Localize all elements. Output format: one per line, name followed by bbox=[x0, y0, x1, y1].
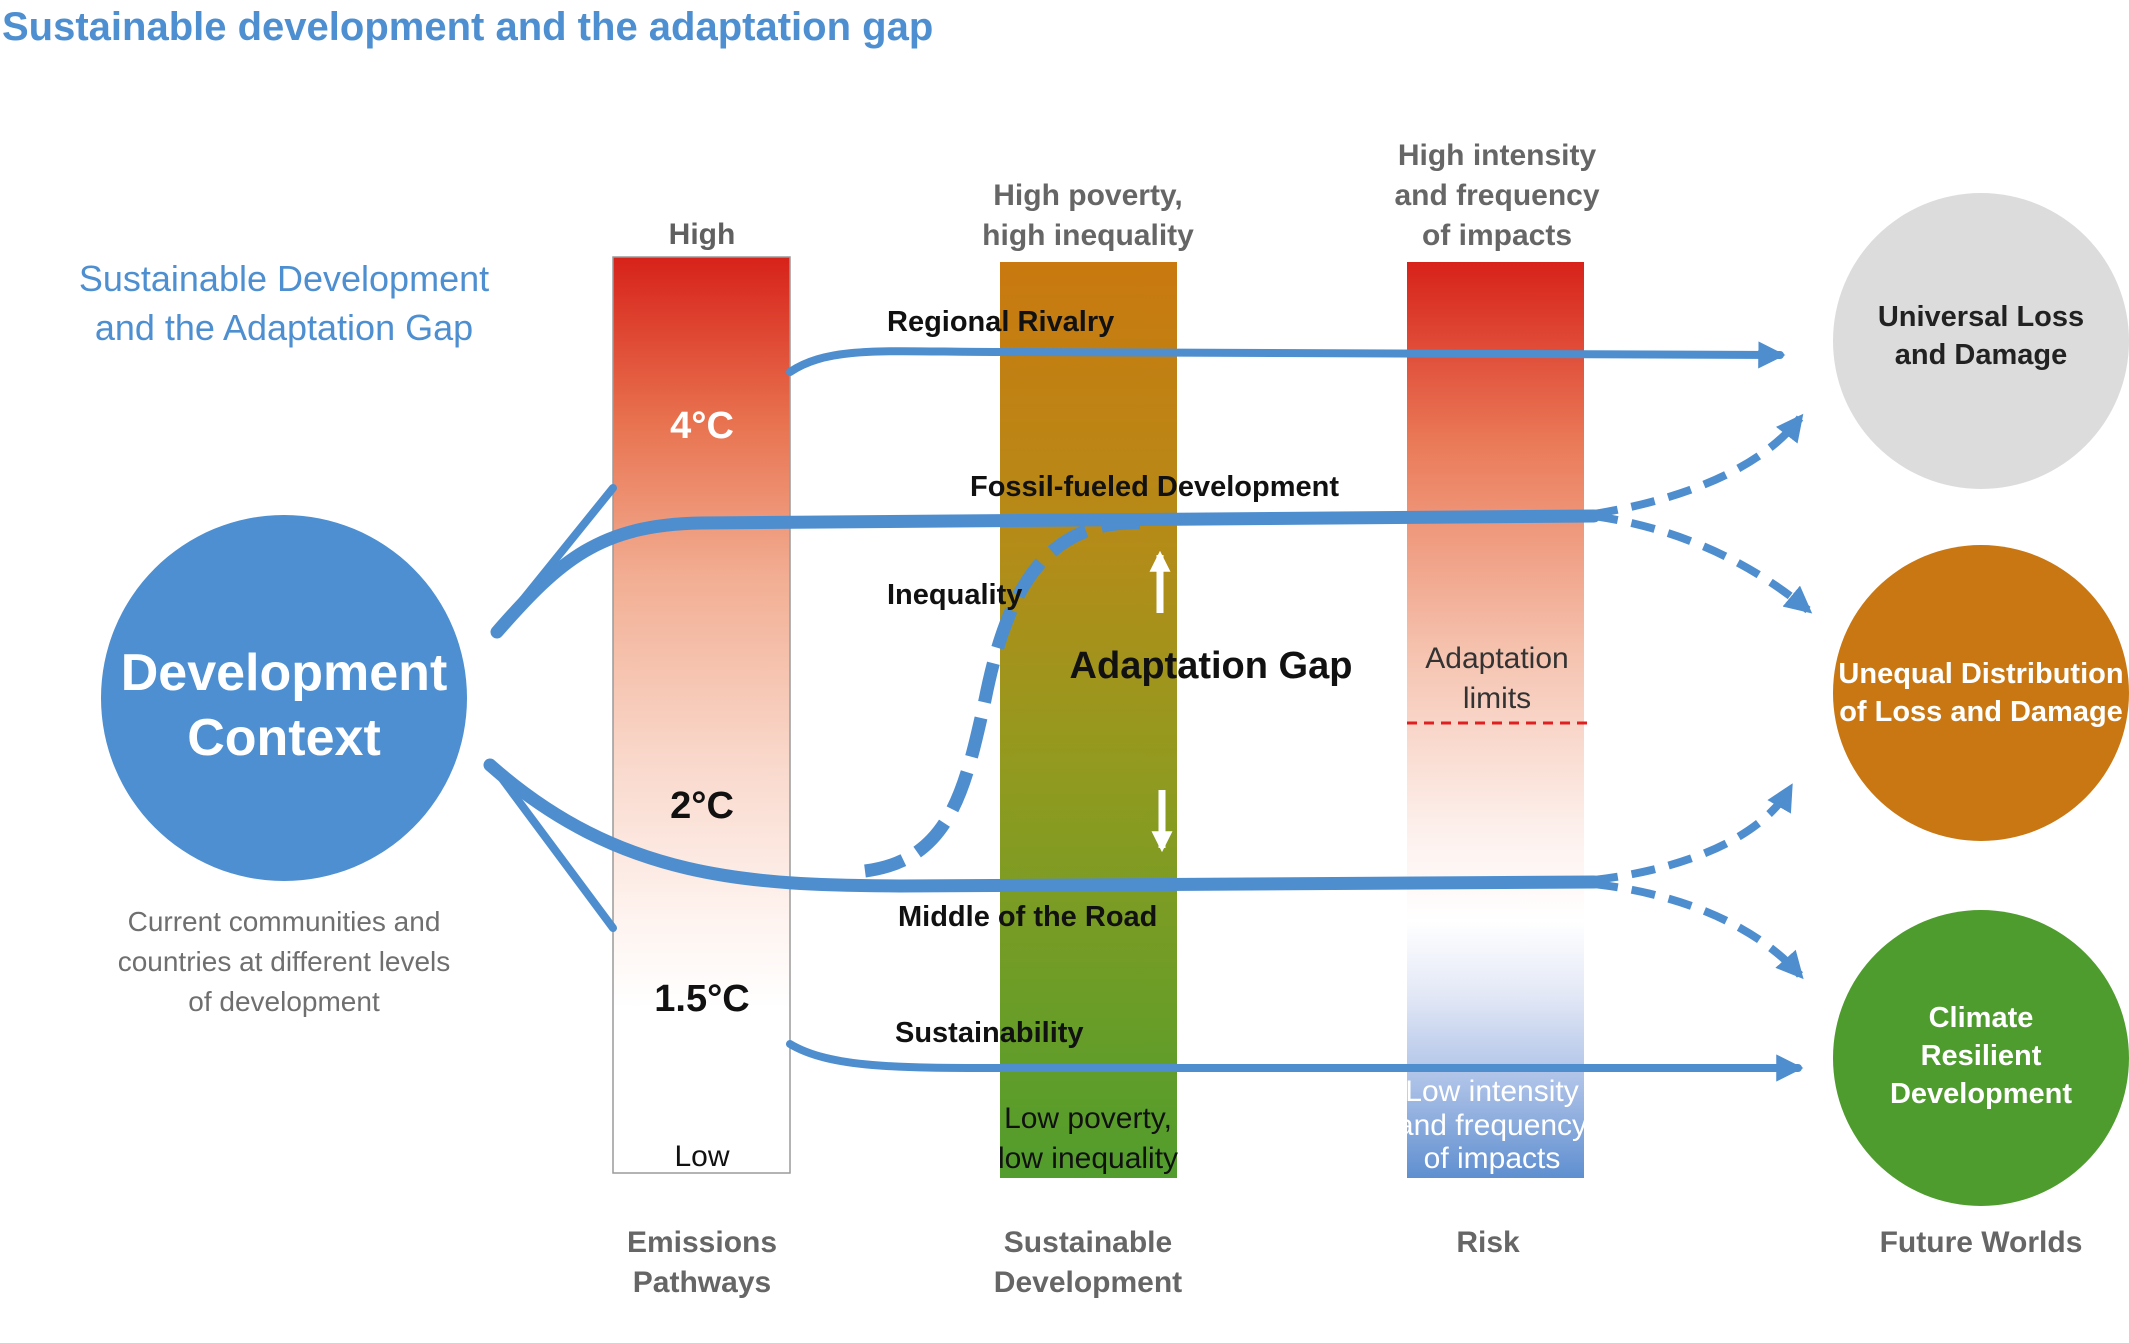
future-worlds-axis-label: Future Worlds bbox=[1880, 1226, 2083, 1259]
fossil-to-unequal-dashed-arrow bbox=[1593, 512, 1813, 614]
fossil-to-universal-dashed-arrow bbox=[1593, 413, 1804, 518]
sustainability-label: Sustainability bbox=[895, 1017, 1084, 1049]
middle-to-resilient-dashed-arrow bbox=[1593, 880, 1804, 980]
emissions-axis-label-1: Emissions bbox=[627, 1226, 777, 1259]
emissions-high-label: High bbox=[669, 218, 736, 251]
sustainable-top-label-2: high inequality bbox=[982, 219, 1194, 252]
development-context-label-2: Context bbox=[187, 709, 381, 767]
middle-of-road-label: Middle of the Road bbox=[898, 901, 1157, 933]
climate-resilient-circle bbox=[1833, 910, 2129, 1206]
development-context-desc-2: countries at different levels bbox=[118, 946, 451, 977]
sustainable-axis-label-1: Sustainable bbox=[1004, 1226, 1172, 1259]
risk-bar bbox=[1407, 262, 1584, 1178]
climate-resilient-label-1: Climate bbox=[1929, 1002, 2034, 1034]
adaptation-limits-label-1: Adaptation bbox=[1425, 642, 1568, 675]
risk-bottom-label-2: and frequency bbox=[1397, 1109, 1587, 1142]
risk-top-label-1: High intensity bbox=[1398, 139, 1597, 172]
adaptation-limits-label-2: limits bbox=[1463, 682, 1531, 715]
inequality-label: Inequality bbox=[887, 579, 1022, 611]
development-context-label-1: Development bbox=[121, 644, 448, 702]
development-context-desc-1: Current communities and bbox=[128, 906, 441, 937]
fan-line-lower bbox=[496, 772, 617, 932]
sustainable-axis-label-2: Development bbox=[994, 1266, 1182, 1299]
emissions-axis-label-2: Pathways bbox=[633, 1266, 771, 1299]
unequal-distribution-circle bbox=[1833, 545, 2129, 841]
sustainable-development-bar bbox=[1000, 262, 1177, 1178]
climate-resilient-label-3: Development bbox=[1890, 1078, 2072, 1110]
sustainability-arrow bbox=[786, 1040, 1804, 1082]
page-title: Sustainable development and the adaptati… bbox=[2, 5, 933, 49]
universal-loss-circle bbox=[1833, 193, 2129, 489]
temp-2c-label: 2°C bbox=[670, 785, 734, 827]
regional-rivalry-label: Regional Rivalry bbox=[887, 306, 1114, 338]
unequal-distribution-label-1: Unequal Distribution bbox=[1838, 658, 2123, 690]
middle-of-road-arrow bbox=[483, 758, 1601, 893]
fossil-fueled-label: Fossil-fueled Development bbox=[970, 471, 1339, 503]
fossil-fueled-arrow bbox=[490, 509, 1601, 639]
sustainable-bottom-label-2: low inequality bbox=[998, 1142, 1178, 1175]
risk-bottom-label-1: Low intensity bbox=[1405, 1075, 1578, 1108]
inequality-dashed-curve bbox=[864, 516, 1141, 878]
subtitle-line-2: and the Adaptation Gap bbox=[95, 307, 473, 348]
development-context-circle bbox=[101, 515, 467, 881]
risk-top-label-3: of impacts bbox=[1422, 219, 1572, 252]
sustainable-bottom-label-1: Low poverty, bbox=[1004, 1102, 1172, 1135]
regional-rivalry-arrow bbox=[786, 341, 1786, 376]
sustainable-top-label-1: High poverty, bbox=[993, 179, 1182, 212]
unequal-distribution-label-2: of Loss and Damage bbox=[1839, 696, 2123, 728]
universal-loss-label-1: Universal Loss bbox=[1878, 301, 2084, 333]
risk-bottom-label-3: of impacts bbox=[1424, 1142, 1561, 1175]
temp-1-5c-label: 1.5°C bbox=[654, 978, 749, 1020]
risk-axis-label: Risk bbox=[1456, 1226, 1520, 1259]
middle-to-unequal-dashed-arrow bbox=[1593, 783, 1794, 884]
development-context-desc-3: of development bbox=[188, 986, 380, 1017]
climate-resilient-label-2: Resilient bbox=[1921, 1040, 2042, 1072]
emissions-bar bbox=[612, 256, 791, 1174]
universal-loss-label-2: and Damage bbox=[1895, 339, 2067, 371]
subtitle-line-1: Sustainable Development bbox=[79, 258, 489, 299]
risk-top-label-2: and frequency bbox=[1394, 179, 1599, 212]
temp-4c-label: 4°C bbox=[670, 405, 734, 447]
emissions-low-label: Low bbox=[674, 1140, 729, 1173]
adaptation-gap-label: Adaptation Gap bbox=[1070, 645, 1353, 687]
